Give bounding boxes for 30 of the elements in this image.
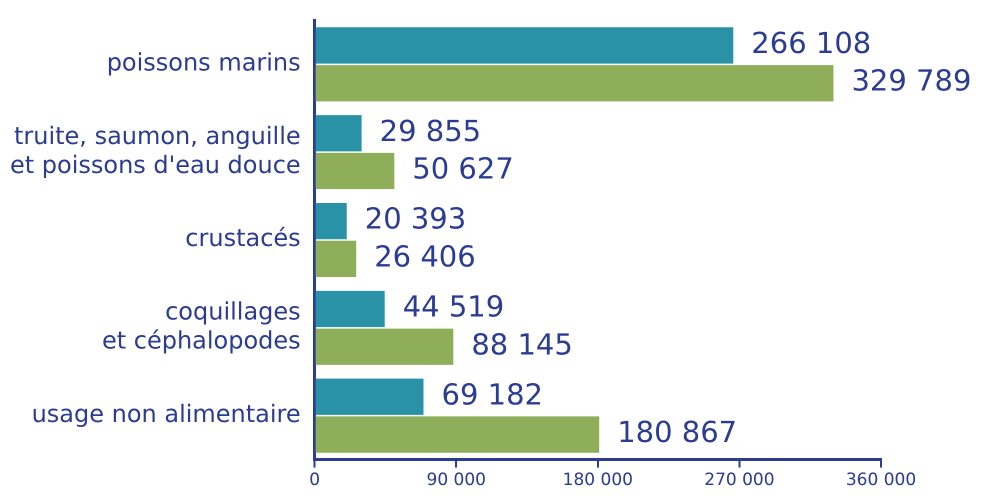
bar [316, 27, 734, 64]
data-label: 20 393 [364, 202, 466, 236]
bar [316, 115, 362, 152]
data-label: 69 182 [441, 377, 543, 412]
bar [316, 202, 347, 240]
bar [316, 290, 385, 328]
bar [316, 416, 600, 453]
x-tick-label: 0 [309, 470, 320, 490]
y-tick-label: usage non alimentaire [32, 400, 301, 428]
y-tick-label: poissons marins [106, 48, 301, 77]
y-tick-label: coquillages et céphalopodes [102, 298, 301, 354]
data-label: 88 145 [471, 327, 573, 362]
bar [316, 65, 834, 102]
bar [316, 328, 454, 365]
data-label: 29 855 [380, 114, 482, 148]
data-label: 50 627 [412, 152, 514, 186]
data-label: 26 406 [374, 239, 476, 274]
x-tick-label: 180 000 [562, 470, 633, 490]
y-tick-label: crustacés [185, 224, 301, 252]
data-label: 44 519 [402, 289, 504, 324]
data-label: 180 867 [617, 415, 738, 450]
bar [316, 378, 424, 415]
bar [316, 240, 356, 278]
data-label: 329 789 [851, 64, 972, 98]
x-tick-label: 270 000 [704, 470, 775, 490]
x-tick-label: 360 000 [846, 470, 916, 490]
x-tick-label: 90 000 [426, 470, 486, 490]
bar [316, 152, 394, 190]
data-label: 266 108 [751, 26, 872, 60]
y-tick-label: truite, saumon, anguille et poissons d'eau douce [10, 122, 301, 179]
